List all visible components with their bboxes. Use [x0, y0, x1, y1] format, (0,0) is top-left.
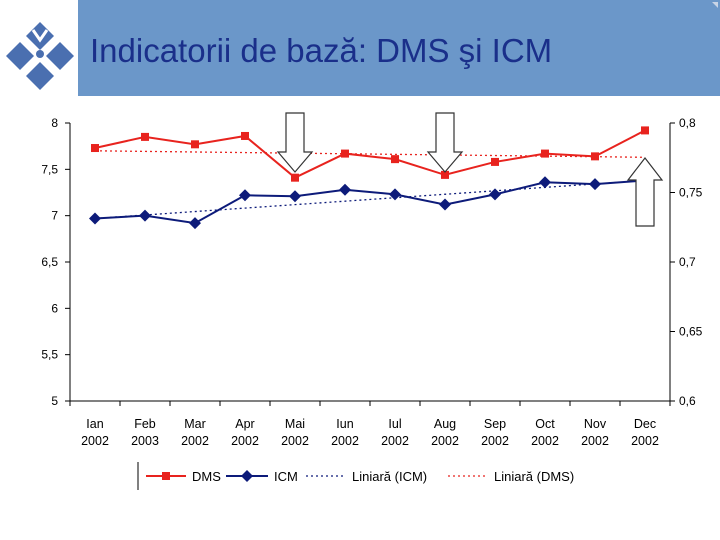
x-tick-label: Oct 2002 — [531, 417, 559, 448]
legend-marker-dms — [162, 472, 170, 480]
logo-icon — [6, 22, 74, 90]
x-tick-label: Iul 2002 — [381, 417, 409, 448]
x-tick-label: Nov 2002 — [581, 417, 609, 448]
chart-legend: DMS ICM Liniară (ICM) Liniară (DMS) — [137, 462, 574, 490]
y-right-tick-label: 0,6 — [679, 394, 696, 408]
y-right-tick-label: 0,65 — [679, 325, 703, 339]
y-left-tick-label: 6 — [51, 301, 58, 315]
data-point-icm — [339, 183, 351, 196]
page-title: Indicatorii de bază: DMS şi ICM — [90, 32, 553, 69]
data-point-dms — [191, 140, 199, 149]
y-left-tick-label: 5,5 — [41, 348, 58, 362]
data-point-dms — [591, 152, 599, 161]
data-point-icm — [239, 189, 251, 202]
data-point-icm — [89, 212, 101, 225]
x-tick-label: Ian 2002 — [81, 417, 109, 448]
trendline — [94, 179, 646, 220]
data-point-icm — [389, 188, 401, 201]
data-point-icm — [489, 188, 501, 201]
y-left-tick-label: 6,5 — [41, 255, 58, 269]
chart-annotations — [276, 112, 664, 227]
x-tick-label: Feb 2003 — [131, 417, 159, 448]
y-left-tick-label: 7 — [51, 209, 58, 223]
y-right-tick-label: 0,75 — [679, 186, 703, 200]
x-tick-label: Dec 2002 — [631, 417, 659, 448]
corner-icon — [712, 2, 718, 8]
data-point-icm — [139, 209, 151, 222]
y-left-tick-label: 8 — [51, 116, 58, 130]
data-point-icm — [439, 198, 451, 211]
data-point-dms — [291, 173, 299, 182]
trendline — [94, 150, 646, 158]
series-line-dms — [94, 129, 646, 179]
arrow-down-annotation — [426, 112, 464, 173]
legend-label-icm: ICM — [274, 469, 298, 484]
chart-axes: 5 5,5 6 6,5 7 7,5 8 0,6 0,65 0,7 0,75 0,8 — [41, 116, 702, 408]
data-point-dms — [91, 144, 99, 153]
data-point-icm — [539, 176, 551, 189]
legend-label-trend-icm: Liniară (ICM) — [352, 469, 427, 484]
data-point-dms — [491, 157, 499, 166]
chart-series — [89, 126, 651, 230]
series-line-icm — [94, 179, 646, 225]
data-point-icm — [589, 178, 601, 191]
legend-marker-icm — [241, 470, 253, 482]
data-point-dms — [241, 131, 249, 140]
x-axis-labels: Ian 2002 Feb 2003 Mar 2002 Apr 2002 Mai 2002 Iun 20… — [81, 417, 659, 448]
arrow-down-annotation — [276, 112, 314, 173]
y-left-tick-label: 7,5 — [41, 162, 58, 176]
x-tick-label: Iun 2002 — [331, 417, 359, 448]
x-tick-label: Aug 2002 — [431, 417, 459, 448]
data-point-dms — [641, 126, 649, 135]
data-point-icm — [189, 217, 201, 230]
x-tick-label: Mar 2002 — [181, 417, 209, 448]
legend-label-trend-dms: Liniară (DMS) — [494, 469, 574, 484]
data-point-dms — [391, 155, 399, 164]
x-tick-label: Sep 2002 — [481, 417, 509, 448]
data-point-icm — [289, 190, 301, 203]
header-bar — [78, 0, 720, 96]
data-point-dms — [141, 132, 149, 141]
chart-trendlines — [94, 150, 646, 220]
arrow-up-annotation — [626, 157, 664, 227]
x-tick-label: Apr 2002 — [231, 417, 259, 448]
y-right-tick-label: 0,8 — [679, 116, 696, 130]
data-point-dms — [441, 170, 449, 179]
y-right-tick-label: 0,7 — [679, 255, 696, 269]
data-point-dms — [341, 149, 349, 158]
x-tick-label: Mai 2002 — [281, 417, 309, 448]
y-left-tick-label: 5 — [51, 394, 58, 408]
legend-label-dms: DMS — [192, 469, 221, 484]
data-point-dms — [541, 149, 549, 158]
